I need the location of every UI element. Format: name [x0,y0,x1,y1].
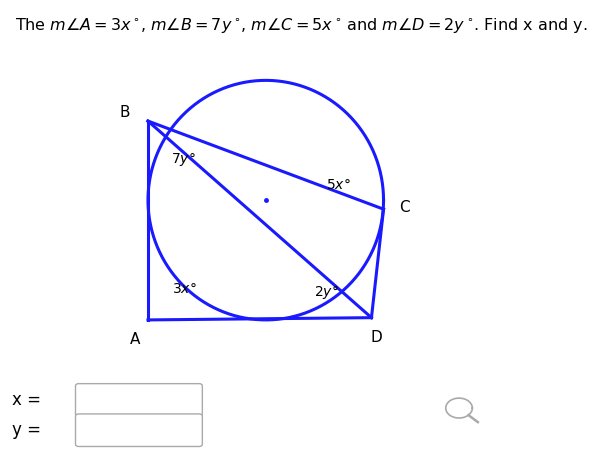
Text: A: A [129,331,140,346]
Text: $2y°$: $2y°$ [313,284,338,301]
Text: x =: x = [12,390,41,408]
Text: The $m\angle A = 3x\,^{\circ}$, $m\angle B = 7y\,^{\circ}$, $m\angle C = 5x\,^{\: The $m\angle A = 3x\,^{\circ}$, $m\angle… [15,16,588,35]
Text: B: B [120,105,130,120]
Text: $7y°$: $7y°$ [171,151,196,168]
Text: y =: y = [12,420,41,438]
Text: D: D [370,329,382,344]
Text: $5x°$: $5x°$ [326,178,350,192]
Text: $3x°$: $3x°$ [172,281,197,295]
Text: C: C [399,200,410,215]
